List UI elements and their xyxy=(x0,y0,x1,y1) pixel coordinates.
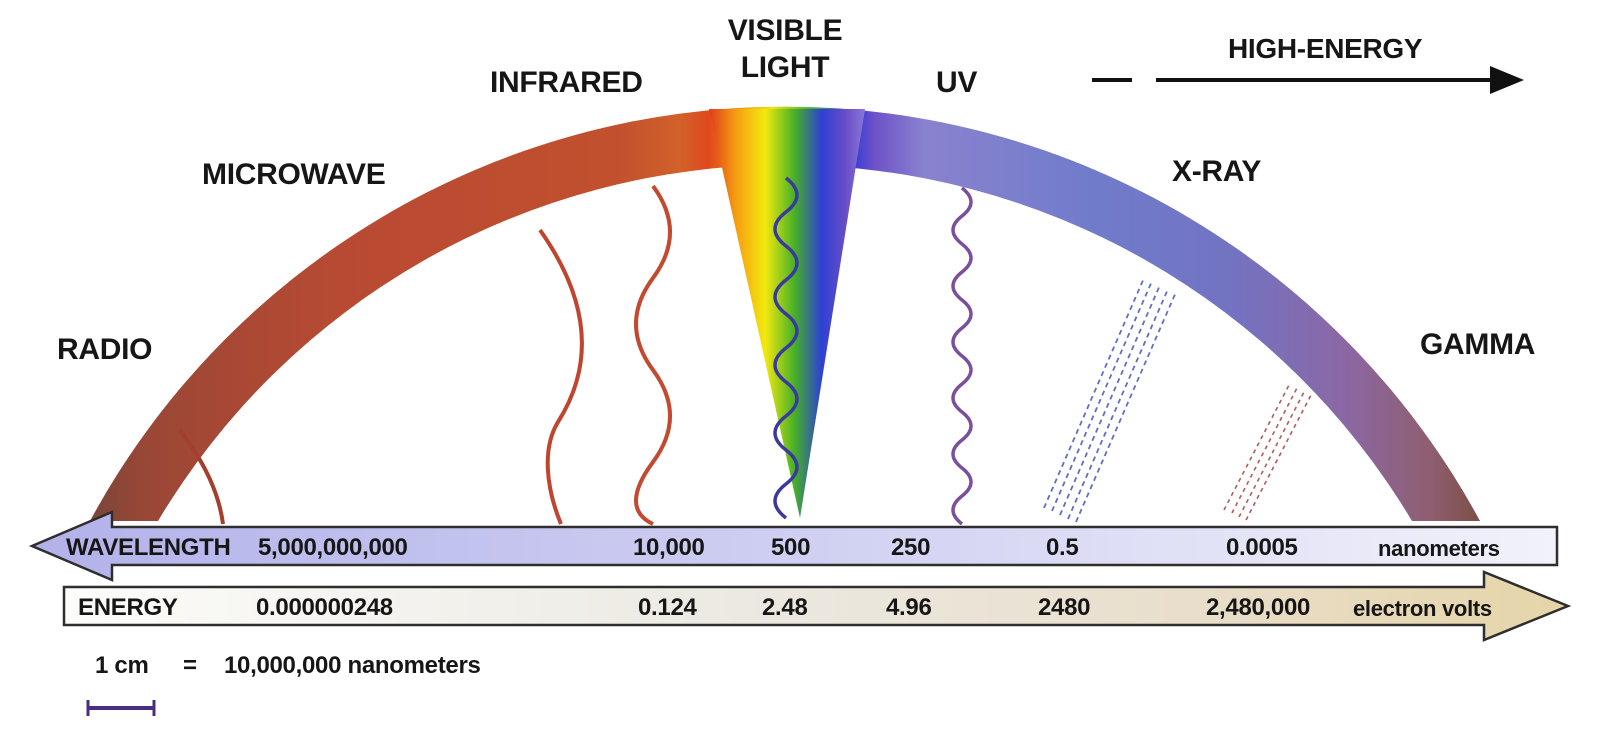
wavelength-value-uv: 250 xyxy=(891,534,931,561)
conversion-equals: = xyxy=(183,652,197,679)
wavelength-value-visible: 500 xyxy=(771,534,811,561)
label-high-energy: HIGH-ENERGY xyxy=(1228,33,1423,64)
radio-wave-line xyxy=(178,428,225,525)
cm-scale-ruler xyxy=(86,700,156,716)
microwave-wave-line xyxy=(538,228,584,525)
infrared-wave-line xyxy=(634,184,672,526)
spectrum-arch-band xyxy=(90,106,1480,521)
energy-value-xray: 2480 xyxy=(1038,594,1091,621)
label-infrared: INFRARED xyxy=(490,66,643,99)
label-microwave: MICROWAVE xyxy=(202,158,386,191)
energy-value-uv: 4.96 xyxy=(886,594,932,621)
gamma-hatch-lines xyxy=(1223,384,1312,521)
visible-wave-line xyxy=(773,176,799,520)
xray-hatch-lines xyxy=(1043,277,1177,523)
energy-value-gamma: 2,480,000 xyxy=(1206,594,1311,621)
energy-value-visible: 2.48 xyxy=(762,594,808,621)
wavelength-value-radio: 5,000,000,000 xyxy=(258,534,408,561)
conversion-rhs: 10,000,000 nanometers xyxy=(224,652,481,679)
wavelength-value-gamma: 0.0005 xyxy=(1226,534,1298,561)
label-visible-light: VISIBLE LIGHT xyxy=(700,12,870,86)
wavelength-value-infrared: 10,000 xyxy=(633,534,705,561)
wavelength-unit: nanometers xyxy=(1378,536,1500,561)
high-energy-arrow xyxy=(1092,66,1524,94)
label-gamma: GAMMA xyxy=(1420,328,1536,361)
wavelength-scale-bar xyxy=(28,510,1559,582)
label-uv: UV xyxy=(936,66,978,99)
label-radio: RADIO xyxy=(57,333,153,366)
label-visible-line1: VISIBLE xyxy=(727,14,843,47)
uv-wave-line xyxy=(951,186,973,526)
high-energy-arrowhead xyxy=(1490,66,1524,94)
energy-value-radio: 0.000000248 xyxy=(256,594,393,621)
label-visible-line2: LIGHT xyxy=(740,51,830,84)
energy-unit: electron volts xyxy=(1353,596,1492,621)
energy-value-infrared: 0.124 xyxy=(638,594,697,621)
energy-scale-bar xyxy=(62,570,1572,642)
energy-scale-label: ENERGY xyxy=(78,594,178,621)
label-xray: X-RAY xyxy=(1172,155,1262,188)
wavelength-scale-label: WAVELENGTH xyxy=(66,534,231,561)
wavelength-value-xray: 0.5 xyxy=(1046,534,1079,561)
conversion-lhs: 1 cm xyxy=(95,652,149,679)
